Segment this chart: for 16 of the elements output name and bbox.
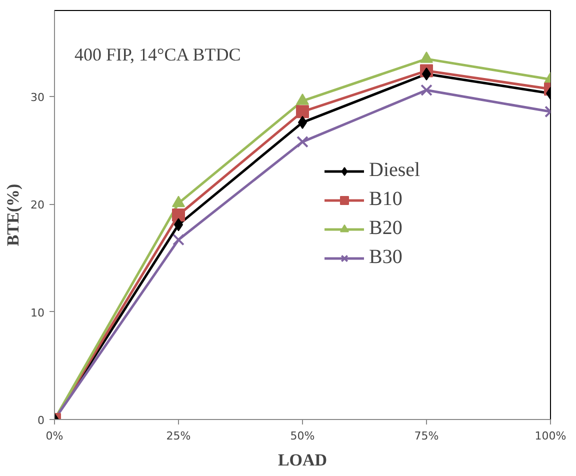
x-axis-title: LOAD [278, 450, 328, 470]
legend-label: B20 [369, 217, 402, 240]
legend-label: B10 [369, 188, 402, 211]
x-tick-label: 75% [414, 430, 439, 442]
y-axis-title: BTE(%) [4, 184, 23, 246]
annotation: 400 FIP, 14°CA BTDC [74, 44, 241, 64]
legend-label: B30 [369, 246, 402, 269]
x-tick-label: 25% [166, 430, 191, 442]
x-tick-label: 50% [290, 430, 315, 442]
legend-label: Diesel [369, 159, 420, 182]
y-tick-label: 30 [30, 91, 45, 104]
y-tick-label: 0 [38, 414, 44, 427]
x-tick-label: 100% [534, 430, 566, 442]
y-tick-label: 10 [30, 306, 45, 320]
y-tick-label: 20 [30, 198, 45, 212]
x-tick-label: 0% [46, 430, 64, 442]
